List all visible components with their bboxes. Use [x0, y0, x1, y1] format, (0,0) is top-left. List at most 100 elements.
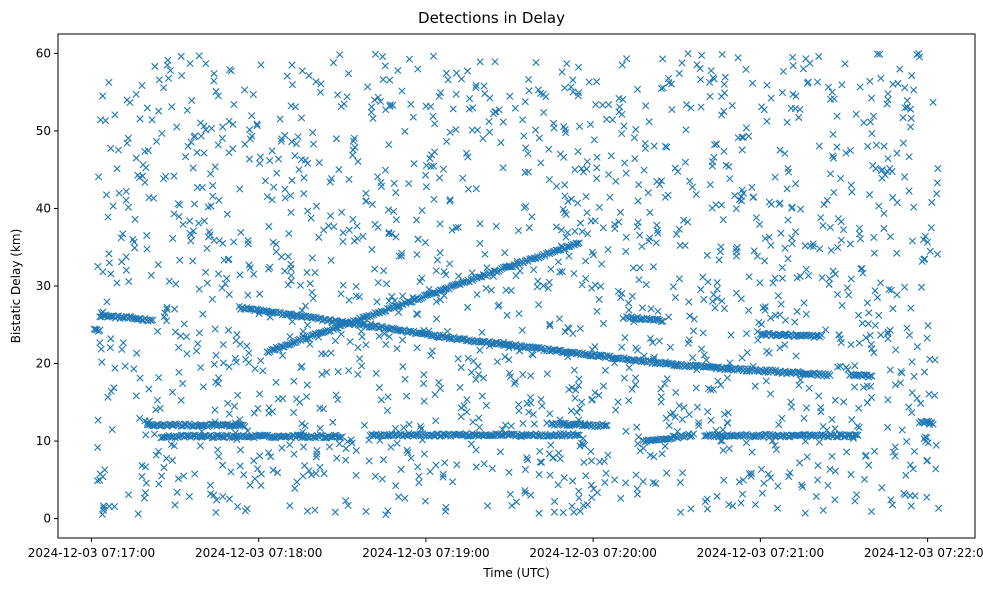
data-point-marker	[824, 83, 832, 91]
data-point-marker	[360, 313, 368, 322]
data-point-marker	[143, 245, 151, 253]
data-point-marker	[320, 470, 328, 478]
data-point-marker	[905, 153, 913, 161]
data-point-marker	[833, 112, 841, 120]
data-point-marker	[550, 508, 559, 516]
data-point-marker	[413, 344, 421, 352]
data-point-marker	[678, 469, 687, 477]
data-point-marker	[805, 384, 813, 392]
data-point-marker	[431, 120, 439, 128]
data-point-marker	[208, 295, 216, 303]
data-point-marker	[158, 472, 166, 480]
data-point-marker	[903, 103, 911, 111]
data-point-marker	[700, 351, 708, 359]
data-point-marker	[853, 491, 861, 499]
data-point-marker	[117, 234, 125, 242]
data-point-marker	[846, 146, 855, 155]
data-point-marker	[368, 200, 376, 208]
data-point-marker	[829, 267, 837, 275]
data-point-marker	[488, 464, 496, 473]
data-point-marker	[870, 233, 878, 242]
data-point-marker	[371, 50, 380, 58]
data-point-marker	[692, 190, 700, 199]
data-point-marker	[932, 465, 940, 473]
data-point-marker	[301, 462, 309, 470]
data-point-marker	[605, 101, 613, 109]
data-point-marker	[576, 219, 585, 227]
data-point-marker	[907, 502, 915, 510]
data-point-marker	[864, 320, 872, 328]
data-point-marker	[760, 257, 769, 265]
data-point-marker	[556, 455, 564, 463]
data-point-marker	[625, 396, 633, 405]
data-point-marker	[495, 301, 503, 309]
data-point-marker	[814, 78, 822, 86]
data-point-marker	[720, 476, 728, 484]
data-point-marker	[397, 252, 406, 260]
data-point-marker	[749, 362, 757, 370]
data-point-marker	[802, 265, 810, 274]
data-point-marker	[291, 484, 299, 492]
data-point-marker	[578, 281, 586, 289]
data-point-marker	[838, 301, 846, 310]
data-point-marker	[187, 237, 195, 245]
data-point-marker	[439, 165, 448, 173]
data-point-marker	[579, 434, 587, 442]
data-point-marker	[345, 366, 353, 375]
data-point-marker	[707, 416, 715, 424]
data-point-marker	[569, 329, 577, 338]
data-point-marker	[99, 502, 108, 510]
data-point-marker	[118, 258, 126, 266]
data-point-marker	[314, 333, 323, 341]
data-point-marker	[254, 465, 262, 473]
data-point-marker	[889, 448, 897, 456]
data-point-marker	[622, 169, 630, 177]
data-point-marker	[620, 122, 628, 130]
data-point-marker	[854, 431, 862, 439]
data-point-marker	[546, 322, 554, 330]
data-point-marker	[224, 326, 233, 334]
data-point-marker	[893, 149, 901, 157]
data-point-marker	[455, 272, 463, 280]
data-point-marker	[312, 453, 320, 461]
data-point-marker	[345, 175, 353, 184]
data-point-marker	[505, 263, 514, 271]
data-point-marker	[203, 279, 211, 287]
data-point-marker	[331, 324, 339, 332]
data-point-marker	[502, 286, 510, 294]
data-point-marker	[303, 507, 312, 515]
data-point-marker	[214, 446, 222, 454]
data-point-marker	[292, 395, 301, 403]
data-point-marker	[429, 112, 437, 120]
data-point-marker	[766, 474, 775, 482]
data-point-marker	[335, 166, 343, 174]
data-point-marker	[682, 101, 691, 109]
data-point-marker	[638, 242, 646, 251]
y-tick-label: 30	[36, 279, 51, 293]
data-point-marker	[104, 393, 112, 401]
data-point-marker	[287, 191, 295, 200]
data-point-marker	[426, 154, 434, 163]
data-point-marker	[756, 279, 764, 287]
data-point-marker	[763, 117, 771, 125]
data-point-marker	[612, 406, 620, 414]
data-point-marker	[690, 315, 698, 323]
data-point-marker	[725, 162, 733, 171]
data-point-marker	[761, 306, 769, 314]
data-point-marker	[113, 279, 121, 287]
data-point-marker	[595, 295, 603, 304]
data-point-marker	[388, 292, 396, 301]
data-point-marker	[550, 119, 558, 127]
data-point-marker	[325, 443, 334, 451]
data-point-marker	[401, 494, 409, 502]
data-point-marker	[389, 207, 398, 216]
data-point-marker	[908, 237, 917, 245]
data-point-marker	[482, 401, 491, 410]
data-point-marker	[841, 60, 849, 68]
data-point-marker	[421, 497, 429, 505]
data-point-marker	[843, 284, 851, 292]
data-point-marker	[236, 446, 245, 454]
data-point-marker	[232, 336, 240, 345]
data-point-marker	[623, 55, 631, 63]
data-point-marker	[788, 234, 796, 242]
